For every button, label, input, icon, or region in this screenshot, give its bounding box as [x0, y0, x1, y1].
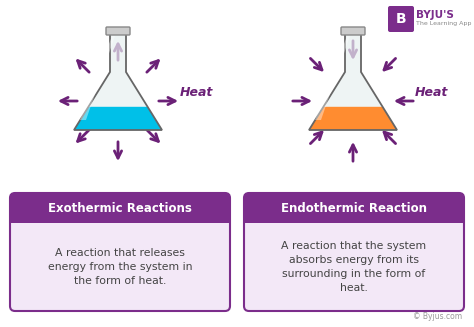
Polygon shape — [74, 107, 162, 130]
Text: BYJU'S: BYJU'S — [416, 10, 454, 20]
FancyBboxPatch shape — [10, 193, 230, 223]
Text: The Learning App: The Learning App — [416, 22, 471, 26]
Text: A reaction that releases
energy from the system in
the form of heat.: A reaction that releases energy from the… — [48, 248, 192, 286]
Bar — [10, 208, 230, 223]
FancyBboxPatch shape — [10, 193, 230, 311]
Polygon shape — [309, 34, 397, 130]
Polygon shape — [74, 34, 162, 130]
FancyBboxPatch shape — [388, 6, 414, 32]
Text: Endothermic Reaction: Endothermic Reaction — [281, 201, 427, 215]
Text: Exothermic Reactions: Exothermic Reactions — [48, 201, 192, 215]
Polygon shape — [80, 36, 115, 120]
Text: Heat: Heat — [415, 87, 448, 99]
Bar — [244, 208, 464, 223]
FancyBboxPatch shape — [341, 27, 365, 35]
FancyBboxPatch shape — [244, 193, 464, 223]
Polygon shape — [315, 36, 350, 120]
Text: A reaction that the system
absorbs energy from its
surrounding in the form of
he: A reaction that the system absorbs energ… — [282, 241, 427, 293]
FancyBboxPatch shape — [244, 193, 464, 311]
Text: B: B — [396, 12, 406, 26]
Text: © Byjus.com: © Byjus.com — [413, 312, 462, 321]
FancyBboxPatch shape — [106, 27, 130, 35]
Text: Heat: Heat — [180, 87, 213, 99]
Polygon shape — [309, 107, 397, 130]
